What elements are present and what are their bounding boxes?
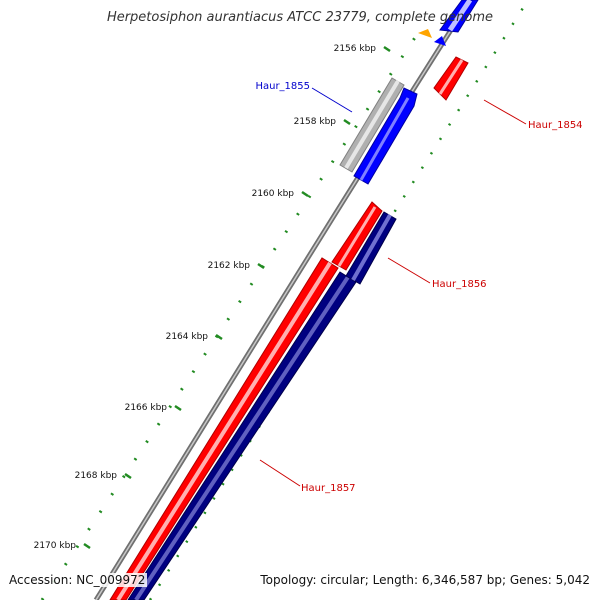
scale-tick-label: 2170 kbp xyxy=(34,541,77,551)
scale-tick-mark xyxy=(257,262,265,270)
gene-label-haur-1857[interactable]: Haur_1857 xyxy=(301,483,356,494)
scale-tick-mark xyxy=(215,333,223,341)
scale-tick-mark xyxy=(124,472,132,480)
scale-tick-label: 2168 kbp xyxy=(75,471,118,481)
scale-tick-label: 2158 kbp xyxy=(294,117,337,127)
gene-labels: Haur_1854 Haur_1855 Haur_1856 Haur_1857 xyxy=(255,81,582,494)
scale-tick-mark xyxy=(174,404,182,412)
outer-dotted-ruler xyxy=(40,29,422,600)
gene-top-orange[interactable] xyxy=(418,29,432,38)
callout-haur-1856 xyxy=(387,257,431,284)
scale-tick-mark xyxy=(343,118,351,126)
gene-label-haur-1854[interactable]: Haur_1854 xyxy=(528,120,583,131)
scale-tick-labels: 2156 kbp 2158 kbp 2160 kbp 2162 kbp 2164 kbp… xyxy=(34,44,377,551)
scale-tick-label: 2156 kbp xyxy=(334,44,377,54)
gene-haur-1856-forward[interactable] xyxy=(331,201,383,271)
gene-haur-1855-blue[interactable] xyxy=(353,87,418,185)
scale-tick-mark xyxy=(83,542,91,550)
map-title: Herpetosiphon aurantiacus ATCC 23779, co… xyxy=(106,10,494,25)
accession-text: Accession: NC_009972 xyxy=(7,573,148,587)
gene-haur-1855-gray[interactable] xyxy=(339,77,405,173)
gene-haur-1857-reverse[interactable] xyxy=(127,271,357,600)
scale-ticks xyxy=(83,45,391,550)
genome-summary-text: Topology: circular; Length: 6,346,587 bp… xyxy=(258,573,592,587)
gene-label-haur-1856[interactable]: Haur_1856 xyxy=(432,279,487,290)
scale-tick-label: 2166 kbp xyxy=(125,403,168,413)
scale-tick-mark xyxy=(301,190,309,198)
gene-haur-1856-reverse[interactable] xyxy=(345,211,397,285)
callout-haur-1854 xyxy=(483,99,527,125)
scale-tick-mark xyxy=(383,45,391,53)
gene-haur-1854[interactable] xyxy=(433,56,469,101)
gene-label-haur-1855[interactable]: Haur_1855 xyxy=(255,81,310,92)
callout-haur-1855 xyxy=(311,87,353,113)
callout-haur-1857 xyxy=(259,459,301,487)
gene-haur-1857-forward[interactable] xyxy=(109,257,339,600)
gene-top-blue-small[interactable] xyxy=(434,36,446,46)
scale-tick-label: 2164 kbp xyxy=(166,332,209,342)
scale-tick-label: 2162 kbp xyxy=(208,261,251,271)
gene-top-blue[interactable] xyxy=(439,0,479,33)
scale-tick-label: 2160 kbp xyxy=(252,189,295,199)
